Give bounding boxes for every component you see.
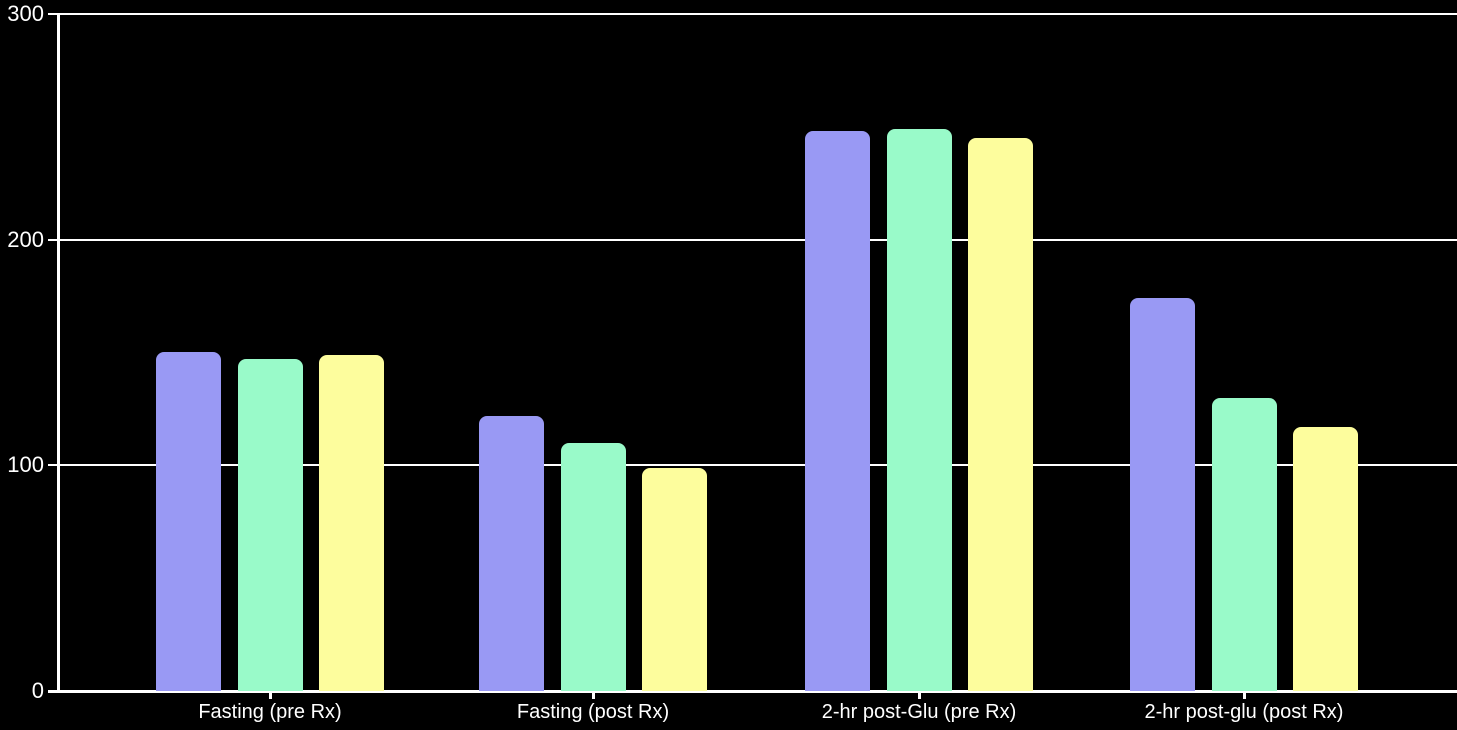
gridline-100 [48,464,1457,467]
x-tick-label-1: Fasting (pre Rx) [198,701,342,723]
bar-series-3-yellow-group-3 [968,138,1033,691]
x-tick-label-3: 2-hr post-Glu (pre Rx) [821,701,1017,723]
bar-series-1-purple-group-4 [1130,298,1195,691]
y-tick-label-200: 200 [7,226,44,252]
x-tick-mark-4 [1242,691,1246,699]
bar-series-3-yellow-group-1 [319,354,384,691]
bar-series-2-green-group-3 [886,129,952,691]
bar-series-3-yellow-group-2 [642,467,707,691]
y-tick-label-100: 100 [7,452,44,478]
bar-series-2-green-group-2 [560,442,626,691]
bar-series-1-purple-group-3 [805,131,870,691]
x-axis-line [48,690,1457,693]
y-tick-label-0: 0 [31,678,44,703]
bar-series-1-purple-group-1 [156,352,221,691]
gridline-200 [48,238,1457,241]
x-tick-mark-2 [591,691,595,699]
bar-series-2-green-group-4 [1211,397,1277,691]
x-tick-label-4: 2-hr post-glu (post Rx) [1144,701,1344,723]
x-tick-label-2: Fasting (post Rx) [516,701,670,723]
x-tick-mark-3 [917,691,921,699]
y-axis-line [57,12,60,692]
bar-series-3-yellow-group-4 [1293,426,1358,691]
bar-series-2-green-group-1 [237,359,303,691]
gridline-300 [48,12,1457,15]
bar-series-1-purple-group-2 [479,415,544,691]
x-tick-mark-1 [268,691,272,699]
y-tick-label-300: 300 [7,1,44,26]
